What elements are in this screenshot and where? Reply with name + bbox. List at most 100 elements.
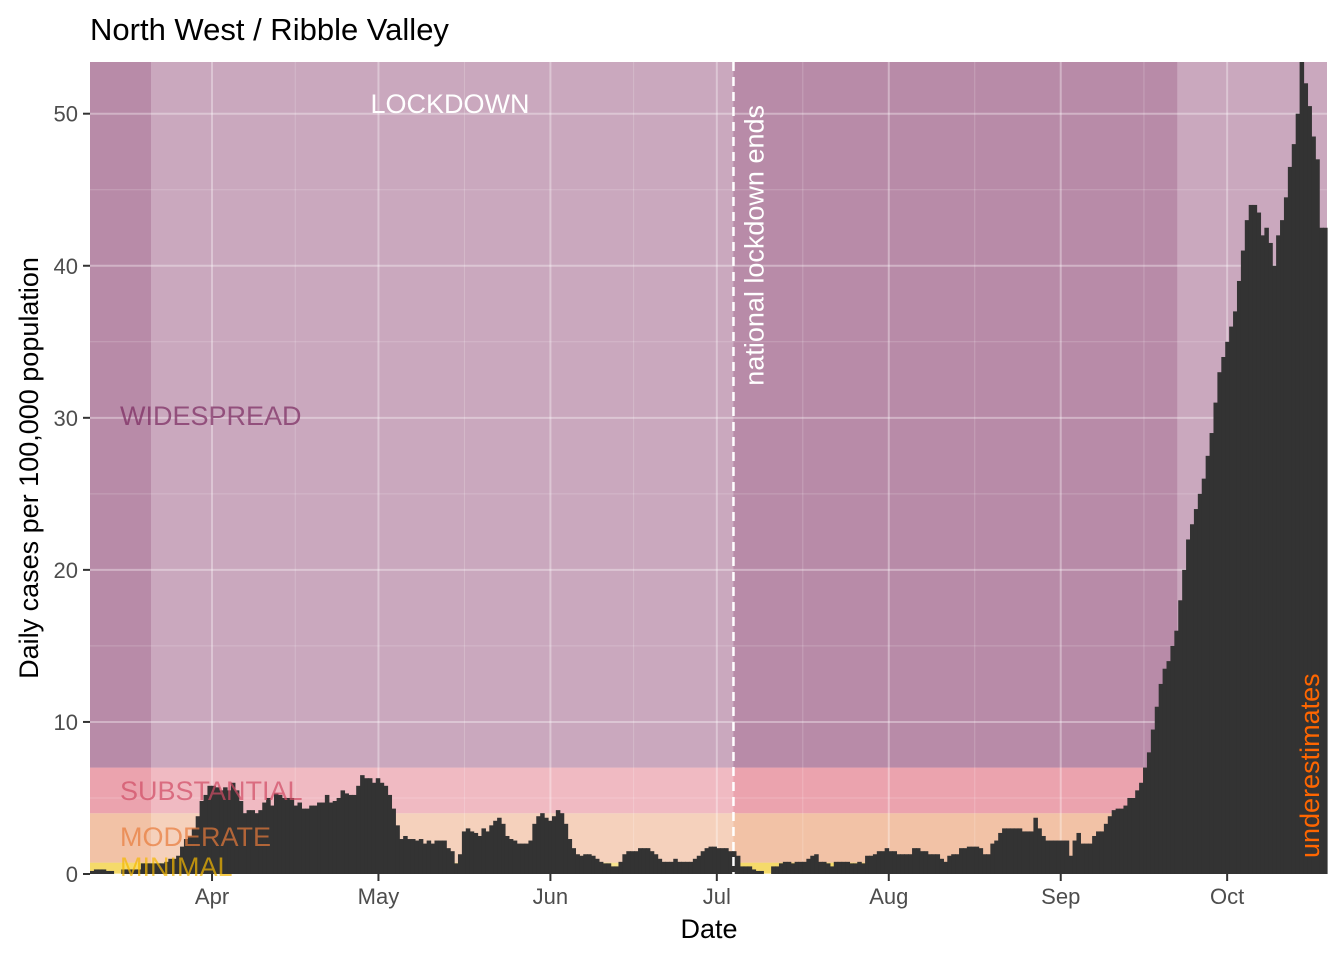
bar-day-123 [567, 839, 573, 874]
x-tick-label: Aug [869, 884, 908, 909]
bar-day-158 [704, 848, 710, 874]
bar-day-96 [461, 831, 467, 874]
bar-day-275 [1162, 668, 1168, 874]
bar-day-188 [822, 861, 827, 874]
bar-day-161 [716, 848, 721, 874]
bar-day-44 [258, 810, 263, 874]
bar-day-14 [140, 863, 146, 874]
bar-day-315 [1319, 227, 1324, 875]
bar-day-99 [473, 832, 479, 874]
bar-day-273 [1154, 706, 1160, 874]
bar-day-82 [407, 839, 412, 874]
lockdown-label: LOCKDOWN [370, 89, 529, 119]
bar-day-57 [309, 805, 314, 874]
x-tick-label: May [358, 884, 400, 909]
bar-day-311 [1303, 83, 1309, 874]
bar-day-316 [1323, 227, 1328, 875]
bar-day-46 [266, 797, 271, 874]
y-tick-label: 0 [66, 862, 78, 887]
band-widespread [90, 62, 1327, 768]
bar-day-133 [606, 863, 612, 874]
bar-day-33 [215, 787, 220, 874]
bar-day-248 [1056, 840, 1062, 874]
bar-day-112 [524, 843, 530, 874]
bar-day-269 [1139, 782, 1144, 874]
bar-day-187 [818, 861, 823, 874]
bar-day-288 [1213, 402, 1218, 874]
bar-day-244 [1041, 835, 1046, 874]
bar-day-218 [939, 858, 944, 874]
bar-day-130 [594, 858, 600, 874]
bar-day-163 [724, 848, 729, 874]
bar-day-278 [1174, 630, 1179, 874]
x-axis-title: Date [680, 914, 737, 944]
bar-day-61 [324, 794, 330, 874]
bar-day-258 [1096, 831, 1101, 874]
bar-day-39 [238, 801, 244, 874]
bar-day-217 [935, 854, 941, 874]
bar-day-86 [422, 843, 428, 874]
bar-day-146 [657, 858, 663, 874]
bar-day-125 [575, 854, 580, 874]
bar-day-197 [857, 861, 862, 874]
bar-day-54 [297, 802, 302, 874]
bar-day-212 [915, 848, 921, 874]
y-axis: 0 10 20 30 40 50 [54, 102, 90, 887]
bar-day-58 [313, 805, 318, 874]
underestimates-label: underestimates [1295, 673, 1325, 858]
x-tick-label: Oct [1210, 884, 1244, 909]
bar-day-251 [1068, 855, 1074, 874]
bar-day-195 [849, 863, 854, 874]
x-tick-label: Sep [1041, 884, 1080, 909]
bar-day-207 [896, 854, 901, 874]
bar-day-42 [250, 810, 256, 874]
bar-day-289 [1217, 372, 1222, 874]
bar-day-214 [923, 851, 929, 874]
bar-day-176 [775, 866, 780, 874]
bar-day-103 [489, 825, 494, 874]
bar-day-32 [211, 785, 216, 874]
bar-day-233 [998, 832, 1003, 874]
bar-day-295 [1240, 250, 1246, 874]
bar-day-277 [1170, 645, 1175, 874]
bar-day-126 [579, 855, 584, 874]
bar-day-204 [884, 848, 890, 874]
bar-day-11 [129, 869, 134, 874]
x-tick-label: Jun [533, 884, 568, 909]
bar-day-16 [148, 863, 154, 874]
bar-day-23 [176, 855, 181, 874]
bar-day-35 [223, 787, 228, 874]
band-label-widespread: WIDESPREAD [120, 401, 302, 431]
lockdown-period-1 [151, 62, 734, 874]
bar-day-262 [1111, 810, 1117, 874]
bar-day-127 [583, 854, 588, 874]
bar-day-274 [1158, 683, 1164, 874]
bar-day-3 [97, 869, 103, 874]
bar-day-111 [520, 843, 526, 874]
bar-day-178 [782, 861, 788, 874]
y-tick-label: 50 [54, 102, 78, 127]
bar-day-261 [1107, 816, 1113, 874]
bar-day-47 [270, 805, 275, 874]
bar-day-310 [1299, 62, 1305, 874]
bar-day-70 [360, 775, 365, 874]
bar-day-140 [634, 851, 639, 874]
bar-day-13 [136, 869, 142, 874]
bar-day-272 [1150, 729, 1156, 874]
bar-day-101 [481, 828, 486, 874]
bar-day-168 [743, 866, 749, 874]
bar-day-257 [1092, 835, 1097, 874]
bar-day-304 [1276, 235, 1281, 874]
bar-day-21 [168, 858, 173, 874]
bar-day-301 [1264, 227, 1269, 875]
bar-day-264 [1119, 808, 1125, 874]
bar-day-9 [121, 869, 126, 874]
x-tick-label: Jul [703, 884, 731, 909]
bar-day-309 [1295, 113, 1301, 874]
band-substantial [90, 767, 1327, 814]
bar-day-18 [156, 863, 162, 874]
bar-day-299 [1256, 212, 1262, 875]
bar-day-51 [285, 797, 291, 874]
bar-day-171 [755, 870, 760, 874]
